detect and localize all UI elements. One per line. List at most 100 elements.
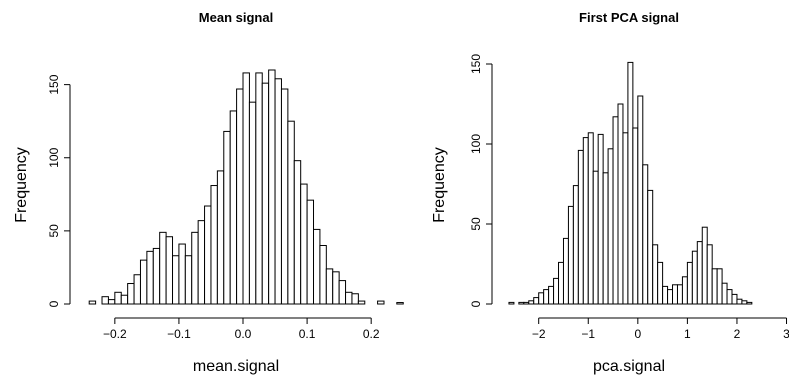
histogram-bar: [558, 261, 564, 305]
histogram-bar: [637, 95, 644, 305]
pca-signal-y-tick-label: 50: [469, 217, 483, 231]
histogram-bar: [528, 300, 535, 305]
mean-signal-title: Mean signal: [199, 10, 273, 25]
mean-signal-y-tick-label: 100: [47, 147, 61, 167]
histogram-bar: [562, 237, 569, 305]
histogram-bar: [319, 245, 327, 305]
histogram-bar: [287, 120, 295, 305]
pca-signal-x-tick-label: 1: [684, 327, 691, 341]
histogram-bar: [293, 160, 302, 305]
histogram-bar: [165, 236, 174, 305]
histogram-bar: [268, 69, 276, 305]
histogram-bar: [567, 205, 574, 305]
histogram-bar: [261, 82, 270, 305]
histogram-bar: [741, 300, 748, 305]
pca-signal-bars: [508, 61, 753, 305]
pca-signal-title: First PCA signal: [579, 10, 679, 25]
histogram-bar: [592, 170, 599, 305]
pca-signal-x-tick-label: −1: [581, 327, 595, 341]
histogram-bar: [197, 220, 206, 305]
histogram-bar: [538, 292, 545, 305]
mean-signal-y-tick-label: 50: [47, 224, 61, 238]
histogram-bar: [191, 231, 199, 305]
pca-signal-y-axis: 0 50 100 150: [469, 54, 493, 307]
histogram-bar: [577, 149, 584, 305]
histogram-bar: [274, 78, 282, 305]
histogram-bar: [647, 189, 654, 305]
histogram-bar: [543, 289, 550, 305]
histogram-bar: [627, 61, 634, 305]
histogram-bar: [229, 110, 238, 305]
histogram-bar: [662, 285, 669, 305]
histogram-bar: [632, 127, 639, 305]
histogram-bar: [523, 301, 530, 305]
pca-signal-x-tick-label: 2: [734, 327, 741, 341]
pca-signal-y-tick-label: 100: [469, 134, 483, 154]
histogram-bar: [701, 226, 708, 305]
histogram-bar: [706, 244, 713, 305]
histogram-bar: [133, 274, 141, 305]
histogram-bar: [721, 282, 728, 305]
histogram-bar: [178, 243, 186, 305]
histogram-bar: [587, 132, 594, 305]
histogram-bar: [746, 301, 753, 305]
mean-signal-x-tick-label: 0.0: [235, 327, 252, 341]
pca-signal-ylabel: Frequency: [431, 147, 448, 223]
histogram-bar: [582, 137, 589, 305]
histogram-bar: [377, 300, 385, 305]
histogram-bar: [533, 297, 540, 305]
histogram-bar: [518, 301, 525, 305]
histogram-bar: [345, 291, 353, 305]
mean-signal-y-tick-label: 150: [47, 74, 61, 94]
histogram-bar: [676, 284, 683, 305]
mean-signal-ylabel: Frequency: [13, 147, 30, 223]
mean-signal-y-tick-label: 0: [47, 300, 61, 307]
histogram-bar: [612, 116, 619, 305]
histogram-bar: [696, 241, 703, 305]
histogram-bar: [210, 185, 218, 305]
histogram-bar: [642, 164, 649, 305]
histogram-bar: [691, 250, 698, 305]
histogram-bar: [114, 291, 122, 305]
histogram-bar: [686, 261, 693, 305]
pca-signal-x-axis: −2 −1 0 1 2 3: [532, 317, 789, 341]
pca-signal-xlabel: pca.signal: [593, 358, 665, 375]
histogram-bar: [617, 103, 624, 305]
mean-signal-panel: Mean signal mean.signal Frequency 0 50 100…: [13, 10, 404, 375]
histogram-bar: [120, 294, 129, 305]
mean-signal-x-tick-label: 0.1: [299, 327, 316, 341]
histogram-bar: [572, 185, 579, 305]
histogram-bar: [184, 255, 193, 305]
mean-signal-x-tick-label: 0.2: [363, 327, 380, 341]
histogram-bar: [657, 261, 664, 305]
histogram-bar: [357, 300, 366, 305]
histogram-bar: [88, 300, 97, 305]
histogram-bar: [597, 133, 604, 305]
histogram-bar: [280, 88, 289, 305]
mean-signal-y-axis: 0 50 100 150: [47, 74, 71, 307]
histogram-bar: [300, 183, 308, 305]
histogram-bar: [736, 298, 743, 305]
histogram-bar: [672, 284, 678, 305]
histogram-bar: [652, 244, 659, 305]
histogram-bar: [667, 289, 674, 305]
histogram-bar: [602, 172, 609, 305]
histogram-bar: [242, 72, 250, 305]
histogram-bar: [622, 132, 629, 305]
histogram-bar: [332, 271, 340, 305]
pca-signal-x-tick-label: 0: [634, 327, 641, 341]
pca-signal-panel: First PCA signal pca.signal Frequency 0 5…: [431, 10, 789, 375]
mean-signal-x-axis: −0.2 −0.1 0.0 0.1 0.2: [103, 317, 380, 341]
mean-signal-x-tick-label: −0.2: [103, 327, 127, 341]
histogram-bar: [223, 130, 231, 305]
histogram-bar: [127, 283, 135, 305]
mean-signal-xlabel: mean.signal: [193, 358, 279, 375]
histogram-bar: [313, 228, 321, 305]
histogram-bar: [159, 231, 167, 305]
mean-signal-bars: [88, 69, 404, 305]
histogram-bar: [607, 148, 614, 305]
histogram-bar: [172, 255, 180, 305]
histogram-bar: [508, 301, 515, 305]
pca-signal-x-tick-label: 3: [783, 327, 789, 341]
